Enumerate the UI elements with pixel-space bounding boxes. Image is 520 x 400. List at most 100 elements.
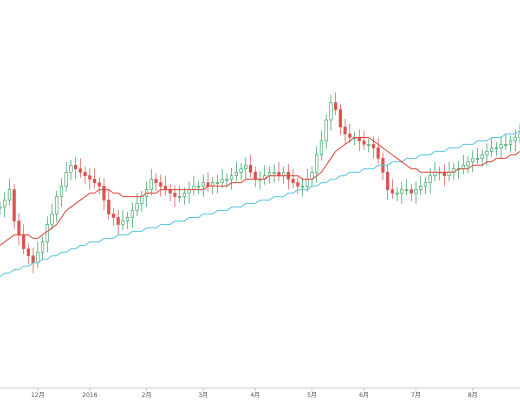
candle-body bbox=[230, 175, 234, 180]
candle-body bbox=[135, 203, 139, 211]
candle-body bbox=[59, 185, 64, 197]
candle-body bbox=[367, 144, 371, 146]
candle-body bbox=[390, 189, 394, 194]
x-tick-label: 5月 bbox=[307, 392, 317, 399]
candle-body bbox=[485, 151, 489, 156]
candle-body bbox=[471, 158, 475, 163]
x-tick-label: 6月 bbox=[359, 392, 369, 399]
candle-body bbox=[277, 171, 281, 177]
candle-body bbox=[400, 189, 404, 194]
candle-body bbox=[168, 189, 172, 194]
candle-body bbox=[419, 185, 423, 190]
candle-body bbox=[296, 182, 300, 187]
long-moving-average-line bbox=[0, 130, 520, 278]
candle-body bbox=[130, 210, 134, 218]
candle-body bbox=[102, 185, 106, 201]
candle-body bbox=[154, 178, 158, 183]
candle-body bbox=[447, 171, 451, 177]
candle-body bbox=[357, 137, 361, 142]
candle-body bbox=[220, 178, 224, 183]
candle-body bbox=[386, 171, 390, 190]
candle-body bbox=[140, 196, 144, 204]
candle-body bbox=[324, 119, 328, 142]
candle-body bbox=[499, 144, 503, 149]
candle-body bbox=[211, 182, 215, 187]
candle-body bbox=[518, 133, 520, 138]
candle-body bbox=[480, 154, 484, 159]
x-tick-label: 8月 bbox=[468, 392, 478, 399]
candle-body bbox=[267, 171, 272, 177]
candle-body bbox=[215, 182, 220, 184]
candle-body bbox=[305, 178, 309, 187]
candle-body bbox=[7, 189, 12, 201]
candle-body bbox=[74, 164, 78, 170]
candle-body bbox=[504, 144, 508, 146]
candle-body bbox=[315, 154, 319, 173]
candle-body bbox=[433, 171, 437, 177]
candle-body bbox=[201, 182, 205, 187]
candle-body bbox=[121, 220, 125, 225]
candle-body bbox=[338, 109, 342, 128]
x-axis-ticks: 12月20162月3月4月5月6月7月8月9月10月 bbox=[31, 388, 478, 399]
candle-body bbox=[234, 171, 238, 177]
candle-body bbox=[414, 189, 418, 194]
candle-body bbox=[206, 182, 210, 187]
candle-body bbox=[55, 196, 59, 215]
candle-body bbox=[409, 189, 413, 194]
candle-body bbox=[300, 185, 305, 188]
candle-body bbox=[159, 182, 163, 187]
candle-body bbox=[376, 147, 380, 159]
x-tick-label: 3月 bbox=[198, 392, 208, 399]
candle-body bbox=[3, 199, 7, 208]
candle-body bbox=[239, 168, 243, 173]
candle-body bbox=[31, 255, 35, 264]
candle-body bbox=[111, 213, 116, 218]
candle-body bbox=[78, 168, 82, 173]
candle-body bbox=[371, 144, 376, 149]
candle-body bbox=[17, 220, 21, 236]
candle-body bbox=[282, 171, 286, 177]
candle-body bbox=[291, 178, 295, 183]
candle-body bbox=[494, 147, 498, 150]
candle-body bbox=[329, 102, 333, 121]
candle-body bbox=[182, 192, 186, 197]
candle-body bbox=[40, 241, 45, 253]
candle-body bbox=[404, 189, 409, 191]
candle-body bbox=[69, 164, 73, 173]
candle-body bbox=[26, 248, 30, 257]
candle-body bbox=[334, 102, 338, 110]
candle-body bbox=[50, 213, 54, 225]
candle-body bbox=[461, 164, 465, 170]
candle-body bbox=[319, 140, 324, 156]
candle-body bbox=[0, 206, 2, 209]
x-tick-label: 2月 bbox=[142, 392, 152, 399]
candle-body bbox=[88, 175, 92, 180]
candle-body bbox=[83, 171, 87, 177]
candle-body bbox=[92, 178, 97, 183]
candle-body bbox=[244, 164, 248, 170]
candle-body bbox=[343, 126, 347, 135]
candle-body bbox=[475, 158, 480, 160]
candle-body bbox=[22, 234, 26, 250]
candle-body bbox=[12, 189, 16, 222]
x-tick-label: 4月 bbox=[250, 392, 260, 399]
candle-body bbox=[513, 137, 517, 142]
candle-body bbox=[196, 185, 201, 188]
candle-body bbox=[225, 178, 229, 181]
x-tick-label: 2016 bbox=[82, 392, 97, 399]
candle-body bbox=[64, 171, 68, 187]
x-tick-label: 7月 bbox=[411, 392, 421, 399]
candle-body bbox=[36, 251, 40, 264]
candle-body bbox=[362, 140, 366, 145]
candle-body bbox=[272, 171, 276, 174]
candle-body bbox=[490, 147, 494, 152]
candle-body bbox=[466, 161, 470, 166]
candle-body bbox=[442, 171, 446, 177]
candle-body bbox=[253, 171, 257, 180]
candle-body bbox=[149, 178, 153, 190]
candle-body bbox=[428, 175, 432, 183]
candle-body bbox=[248, 164, 253, 173]
candle-body bbox=[45, 224, 49, 243]
candle-body bbox=[508, 140, 513, 145]
